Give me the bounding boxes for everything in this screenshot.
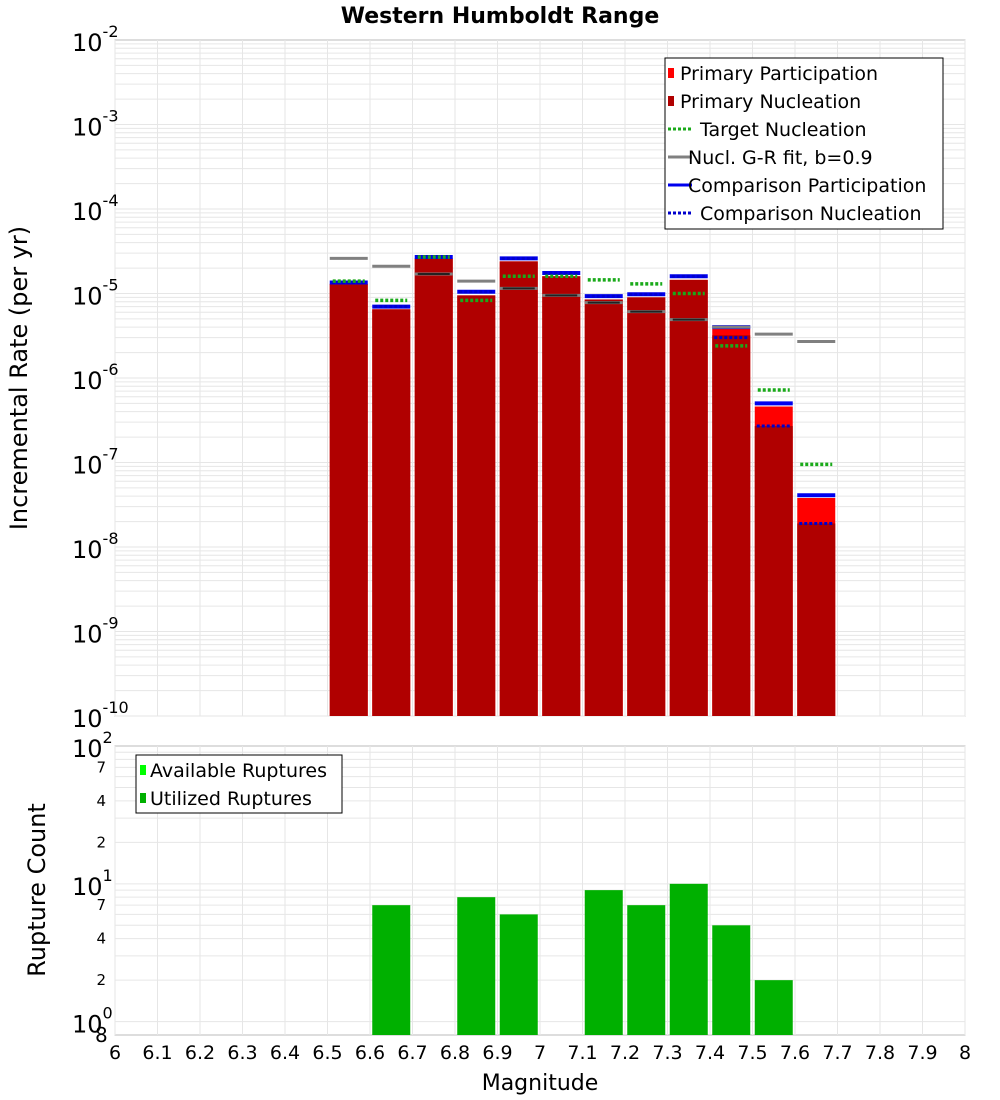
nucleation-bar: [584, 299, 623, 716]
rate-series-lines: [329, 255, 836, 525]
x-tick-label: 6.4: [270, 1042, 300, 1064]
utilized-ruptures-bar: [372, 905, 411, 1035]
x-tick-label: 7.2: [610, 1042, 640, 1064]
utilized-ruptures-bar: [584, 890, 623, 1035]
x-tick-label: 7.5: [737, 1042, 767, 1064]
y-tick-label: 4: [96, 930, 106, 948]
x-tick-label: 6.3: [227, 1042, 257, 1064]
legend-label: Primary Nucleation: [680, 91, 861, 113]
x-tick-label: 7.3: [652, 1042, 682, 1064]
y-tick-label: 10-9: [72, 614, 119, 649]
utilized-ruptures-bar: [712, 925, 751, 1035]
utilized-ruptures-bar: [627, 905, 666, 1035]
y-tick-label: 10-2: [72, 22, 119, 57]
legend-label: Primary Participation: [680, 63, 878, 85]
x-tick-label: 6.1: [142, 1042, 172, 1064]
y-tick-label: 10-10: [72, 698, 129, 733]
y-tick-label: 8: [95, 1023, 108, 1047]
count-legend: Available Ruptures Utilized Ruptures: [135, 754, 343, 814]
x-axis-label: Magnitude: [482, 1071, 599, 1096]
y-tick-label: 101: [72, 866, 113, 901]
chart-title: Western Humboldt Range: [341, 4, 660, 29]
y-tick-label: 10-3: [72, 107, 119, 142]
rate-y-axis-label: Incremental Rate (per yr): [5, 226, 33, 530]
legend-swatch: [140, 765, 146, 775]
nucleation-bar: [499, 261, 538, 716]
utilized-ruptures-bar: [457, 897, 496, 1035]
x-tick-label: 7.1: [567, 1042, 597, 1064]
x-tick-label: 6.7: [397, 1042, 427, 1064]
rate-legend-box: [664, 57, 944, 230]
nucleation-bar: [754, 426, 793, 716]
legend-swatch: [140, 793, 146, 803]
y-tick-label: 2: [96, 833, 106, 851]
nucleation-bar: [457, 295, 496, 716]
y-tick-label: 10-4: [72, 191, 119, 226]
x-tick-label: 6.8: [440, 1042, 470, 1064]
nucleation-bar: [627, 297, 666, 716]
utilized-ruptures-bar: [754, 980, 793, 1035]
x-tick-label: 7: [534, 1042, 546, 1064]
count-bars: [372, 883, 793, 1035]
legend-label: Comparison Nucleation: [700, 203, 922, 225]
x-tick-label: 7.6: [780, 1042, 810, 1064]
x-tick-label: 7.8: [865, 1042, 895, 1064]
rate-plot: 10-10 10-9 10-8 10-7 10-6 10-5 10-4 10-3 10-2 In…: [5, 22, 966, 733]
legend-swatch: [668, 68, 674, 78]
count-legend-box: [135, 754, 343, 814]
y-tick-label: 10-7: [72, 445, 119, 480]
x-tick-label: 8: [959, 1042, 971, 1064]
y-tick-label: 7: [96, 896, 106, 914]
legend-label: Comparison Participation: [688, 175, 926, 197]
rate-bars: [329, 258, 836, 716]
count-y-axis-label: Rupture Count: [23, 803, 51, 977]
nucleation-bar: [372, 309, 411, 716]
y-tick-label: 10-8: [72, 529, 119, 564]
x-tick-label: 6: [109, 1042, 121, 1064]
legend-swatch: [668, 96, 674, 106]
utilized-ruptures-bar: [669, 883, 708, 1035]
magnitude-x-ticks: 6 6.1 6.2 6.3 6.4 6.5 6.6 6.7 6.8 6.9 7 7.1 7.2 7.3 7.…: [109, 1042, 971, 1064]
legend-label: Nucl. G-R fit, b=0.9: [688, 147, 873, 169]
utilized-ruptures-bar: [499, 914, 538, 1035]
y-tick-label: 7: [96, 758, 106, 776]
x-tick-label: 6.9: [482, 1042, 512, 1064]
nucleation-bar: [712, 335, 751, 716]
nucleation-bar: [797, 523, 836, 716]
x-tick-label: 6.6: [355, 1042, 385, 1064]
x-tick-label: 7.9: [907, 1042, 937, 1064]
rate-y-ticks: 10-10 10-9 10-8 10-7 10-6 10-5 10-4 10-3 10-2: [72, 22, 129, 733]
nucleation-bar: [329, 283, 368, 716]
y-tick-label: 2: [96, 971, 106, 989]
x-tick-label: 6.5: [312, 1042, 342, 1064]
nucleation-bar: [542, 276, 581, 716]
y-tick-label: 4: [96, 792, 106, 810]
y-tick-label: 102: [72, 728, 113, 763]
rate-legend: Primary Participation Primary Nucleation T…: [664, 57, 944, 230]
y-tick-label: 10-6: [72, 360, 119, 395]
nucleation-bar: [669, 279, 708, 716]
y-tick-label: 100: [72, 1004, 113, 1039]
y-tick-label: 10-5: [72, 276, 119, 311]
x-tick-label: 7.7: [822, 1042, 852, 1064]
x-tick-label: 7.4: [695, 1042, 725, 1064]
legend-label: Utilized Ruptures: [150, 788, 312, 810]
legend-label: Target Nucleation: [699, 119, 867, 141]
nucleation-bar: [414, 258, 453, 716]
legend-label: Available Ruptures: [150, 760, 327, 782]
x-tick-label: 6.2: [185, 1042, 215, 1064]
